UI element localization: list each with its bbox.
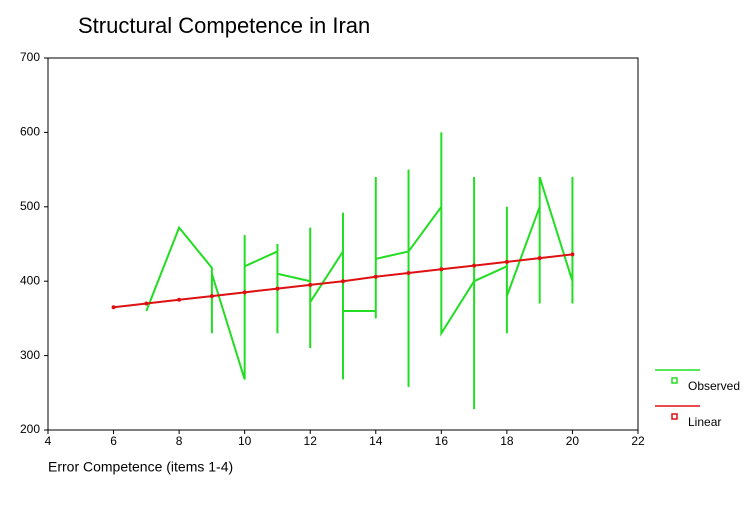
- chart: Structural Competence in Iran Error Comp…: [0, 0, 750, 508]
- x-tick-label: 12: [304, 434, 318, 448]
- x-tick-label: 20: [566, 434, 580, 448]
- y-tick-label: 400: [20, 273, 40, 287]
- point: [505, 260, 509, 264]
- x-axis-label: Error Competence (items 1-4): [48, 459, 233, 475]
- point: [308, 283, 312, 287]
- y-tick-label: 500: [20, 199, 40, 213]
- y-tick-label: 700: [20, 50, 40, 64]
- point: [275, 287, 279, 291]
- point: [472, 264, 476, 268]
- point: [243, 290, 247, 294]
- page: {"chart_data": {"type": "line", "title":…: [0, 0, 750, 508]
- y-tick-label: 300: [20, 348, 40, 362]
- legend-label: Linear: [688, 415, 721, 429]
- chart-title: Structural Competence in Iran: [78, 13, 370, 38]
- point: [144, 302, 148, 306]
- y-tick-label: 600: [20, 125, 40, 139]
- x-tick-label: 10: [238, 434, 252, 448]
- legend-label: Observed: [688, 379, 740, 393]
- point: [570, 252, 574, 256]
- point: [341, 279, 345, 283]
- legend-marker: [672, 414, 677, 419]
- x-tick-label: 8: [176, 434, 183, 448]
- point: [407, 271, 411, 275]
- point: [177, 298, 181, 302]
- x-tick-label: 14: [369, 434, 383, 448]
- y-tick-label: 200: [20, 422, 40, 436]
- x-tick-label: 6: [110, 434, 117, 448]
- legend-marker: [672, 378, 677, 383]
- series-line: [146, 132, 572, 409]
- point: [112, 305, 116, 309]
- point: [374, 275, 378, 279]
- point: [210, 294, 214, 298]
- x-tick-label: 16: [435, 434, 449, 448]
- x-tick-label: 4: [45, 434, 52, 448]
- x-tick-label: 22: [631, 434, 645, 448]
- x-tick-label: 18: [500, 434, 514, 448]
- point: [538, 256, 542, 260]
- point: [439, 267, 443, 271]
